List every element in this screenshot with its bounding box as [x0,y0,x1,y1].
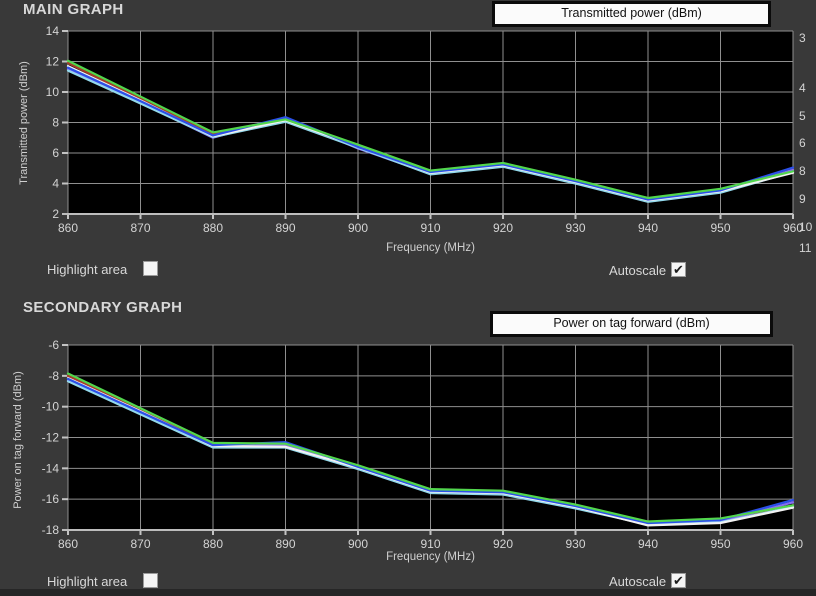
x-tick-label: 920 [493,537,513,551]
x-tick-label: 940 [638,537,658,551]
main-graph-title: MAIN GRAPH [23,1,124,18]
series-trace-blue [66,377,795,525]
y-tick-label: 6 [52,146,59,160]
secondary-graph-title: SECONDARY GRAPH [23,299,183,316]
right-axis-label: 8 [799,164,806,178]
y-tick-labels: 14 12 10 8 6 4 2 [46,24,60,221]
y-tick-label: 2 [52,207,59,221]
y-tick-label: -16 [42,492,60,506]
x-tick-label: 860 [58,537,78,551]
y-tick-label: -6 [48,338,59,352]
series-trace-green [66,59,795,200]
x-tick-label: 870 [130,537,150,551]
y-tick-label: 8 [52,116,59,130]
main-highlight-area-checkbox[interactable] [143,261,158,276]
secondary-highlight-area-label: Highlight area [47,574,128,589]
series-trace-cyan [66,69,795,203]
secondary-chart-plot[interactable]: 860 870 880 890 900 910 920 930 940 950 960 -6 -8 -10… [0,295,816,589]
secondary-autoscale-label: Autoscale [609,574,667,589]
y-tick-label: 12 [46,55,60,69]
x-tick-label: 930 [565,537,585,551]
x-tick-label: 960 [783,221,803,235]
secondary-y-axis-label: Power on tag forward (dBm) [12,371,24,509]
x-tick-label: 900 [348,537,368,551]
x-tick-label: 960 [783,537,803,551]
y-tick-label: -8 [48,369,59,383]
y-tick-label: -18 [42,523,60,537]
secondary-autoscale-checkbox[interactable]: ✔ [671,573,686,588]
y-tick-label: -12 [42,431,60,445]
right-axis-label: 10 [799,220,813,234]
main-graph-section: 860 870 880 890 900 910 920 930 940 950 960 14 12 10 8… [0,0,816,295]
secondary-x-axis-label: Frequency (MHz) [386,551,475,563]
y-tick-label: 10 [46,85,60,99]
x-tick-label: 940 [638,221,658,235]
main-autoscale-label: Autoscale [609,263,667,278]
main-x-axis-label: Frequency (MHz) [386,242,475,254]
series-traces [66,59,795,203]
x-tick-label: 890 [275,221,295,235]
x-tick-label: 870 [130,221,150,235]
y-tick-label: 14 [46,24,60,38]
main-highlight-area-label: Highlight area [47,262,128,277]
main-autoscale-checkbox[interactable]: ✔ [671,262,686,277]
right-axis-label: 11 [799,241,812,255]
x-tick-label: 920 [493,221,513,235]
right-axis-label: 3 [799,31,806,45]
right-axis-label: 5 [799,109,806,123]
x-tick-labels: 860 870 880 890 900 910 920 930 940 950 960 [58,221,803,235]
series-trace-blue [66,66,795,201]
secondary-plot-legend[interactable]: Power on tag forward (dBm) [490,311,773,337]
x-tick-label: 900 [348,221,368,235]
main-plot-legend[interactable]: Transmitted power (dBm) [492,1,771,27]
y-tick-labels: -6 -8 -10 -12 -14 -16 -18 [42,338,60,537]
y-tick-label: -14 [42,461,60,475]
x-tick-label: 930 [565,221,585,235]
y-tick-label: -10 [42,400,60,414]
series-traces [66,372,795,527]
x-tick-label: 950 [710,221,730,235]
x-tick-label: 910 [420,537,440,551]
right-axis-label: 9 [799,192,806,206]
x-tick-labels: 860 870 880 890 900 910 920 930 940 950 960 [58,537,803,551]
x-tick-label: 860 [58,221,78,235]
main-y-axis-label: Transmitted power (dBm) [18,61,30,185]
x-tick-label: 880 [203,537,223,551]
right-axis-label: 6 [799,136,806,150]
x-tick-label: 950 [710,537,730,551]
right-axis-label: 4 [799,81,806,95]
secondary-graph-section: 860 870 880 890 900 910 920 930 940 950 960 -6 -8 -10… [0,295,816,589]
secondary-highlight-area-checkbox[interactable] [143,573,158,588]
y-tick-label: 4 [52,177,59,191]
x-tick-label: 890 [275,537,295,551]
right-axis-labels: 3 4 5 6 8 9 10 11 [799,31,813,255]
x-tick-label: 880 [203,221,223,235]
series-trace-green [66,372,795,523]
x-tick-label: 910 [420,221,440,235]
bottom-border-strip [0,589,816,596]
main-chart-plot[interactable]: 860 870 880 890 900 910 920 930 940 950 9601412108… [0,0,816,295]
